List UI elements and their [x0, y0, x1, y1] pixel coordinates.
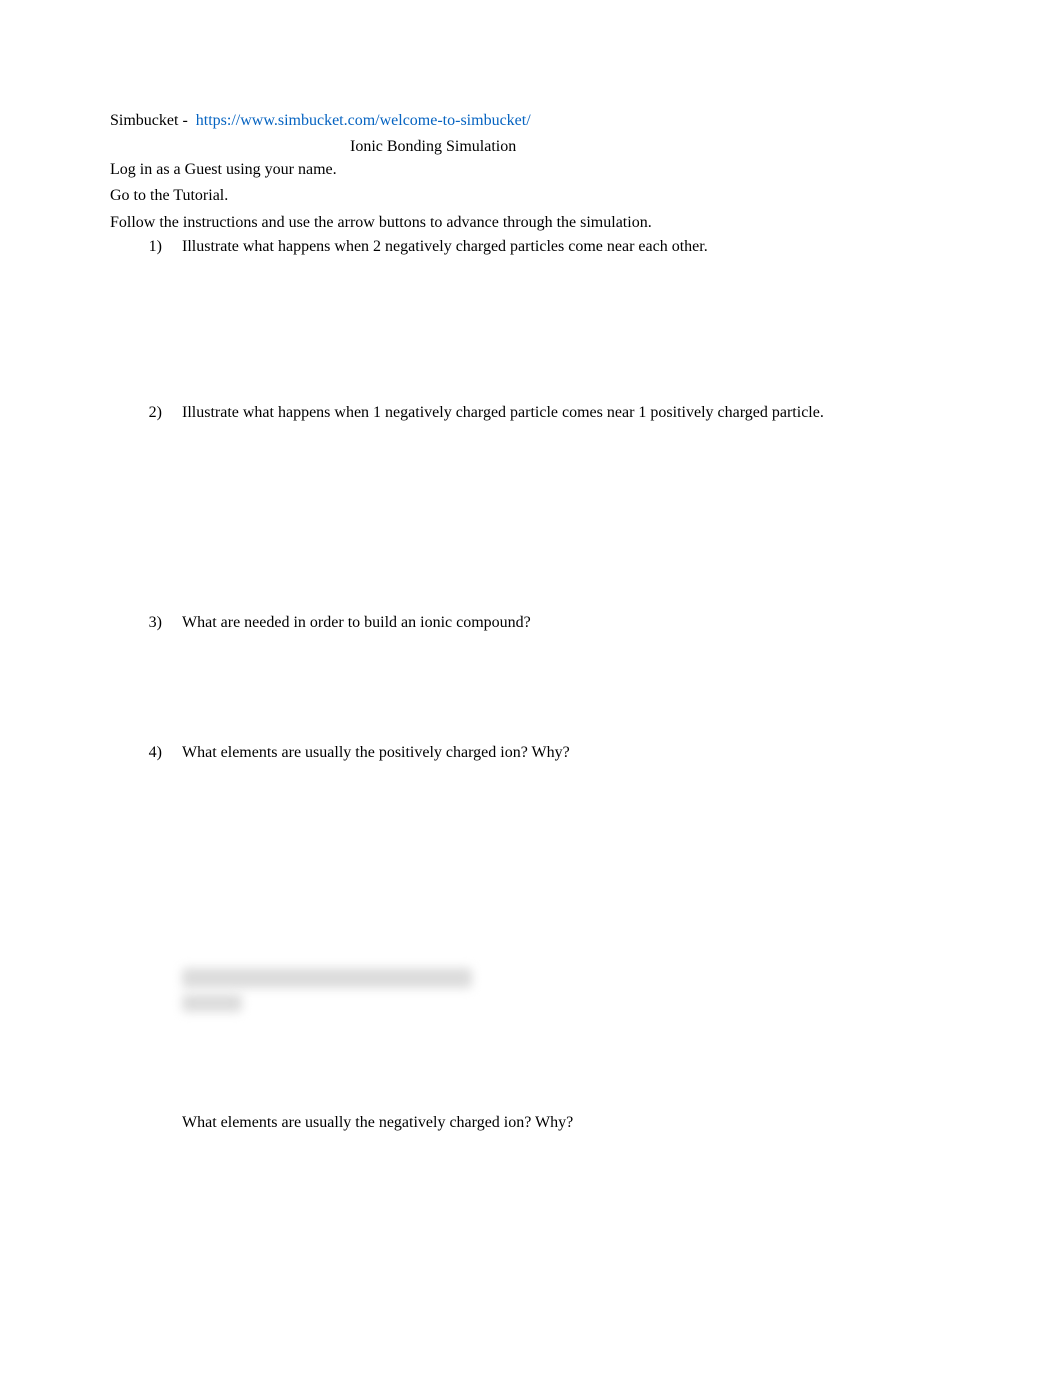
question-2: 2) Illustrate what happens when 1 negati… — [110, 404, 952, 422]
instruction-1: Log in as a Guest using your name. — [110, 159, 952, 181]
question-text: What elements are usually the positively… — [176, 744, 952, 762]
title-line: Ionic Bonding Simulation — [110, 136, 952, 158]
page-title: Ionic Bonding Simulation — [350, 138, 516, 155]
blur-line — [182, 994, 242, 1012]
question-text: Illustrate what happens when 2 negativel… — [176, 238, 952, 256]
question-number: 1) — [146, 238, 176, 256]
blurred-content — [182, 968, 472, 1012]
blur-line — [182, 968, 472, 988]
source-label: Simbucket - — [110, 112, 188, 129]
question-3: 3) What are needed in order to build an … — [110, 614, 952, 632]
question-number: 3) — [146, 614, 176, 632]
question-1: 1) Illustrate what happens when 2 negati… — [110, 238, 952, 256]
instruction-3: Follow the instructions and use the arro… — [110, 212, 952, 234]
question-text: What elements are usually the negatively… — [176, 1114, 952, 1132]
question-number — [146, 1114, 176, 1132]
simbucket-link[interactable]: https://www.simbucket.com/welcome-to-sim… — [196, 112, 531, 129]
question-text: Illustrate what happens when 1 negativel… — [176, 404, 952, 422]
question-text: What are needed in order to build an ion… — [176, 614, 952, 632]
question-number: 2) — [146, 404, 176, 422]
question-5: What elements are usually the negatively… — [110, 1114, 952, 1132]
instruction-2: Go to the Tutorial. — [110, 185, 952, 207]
question-4: 4) What elements are usually the positiv… — [110, 744, 952, 762]
question-number: 4) — [146, 744, 176, 762]
source-line: Simbucket - https://www.simbucket.com/we… — [110, 110, 952, 132]
